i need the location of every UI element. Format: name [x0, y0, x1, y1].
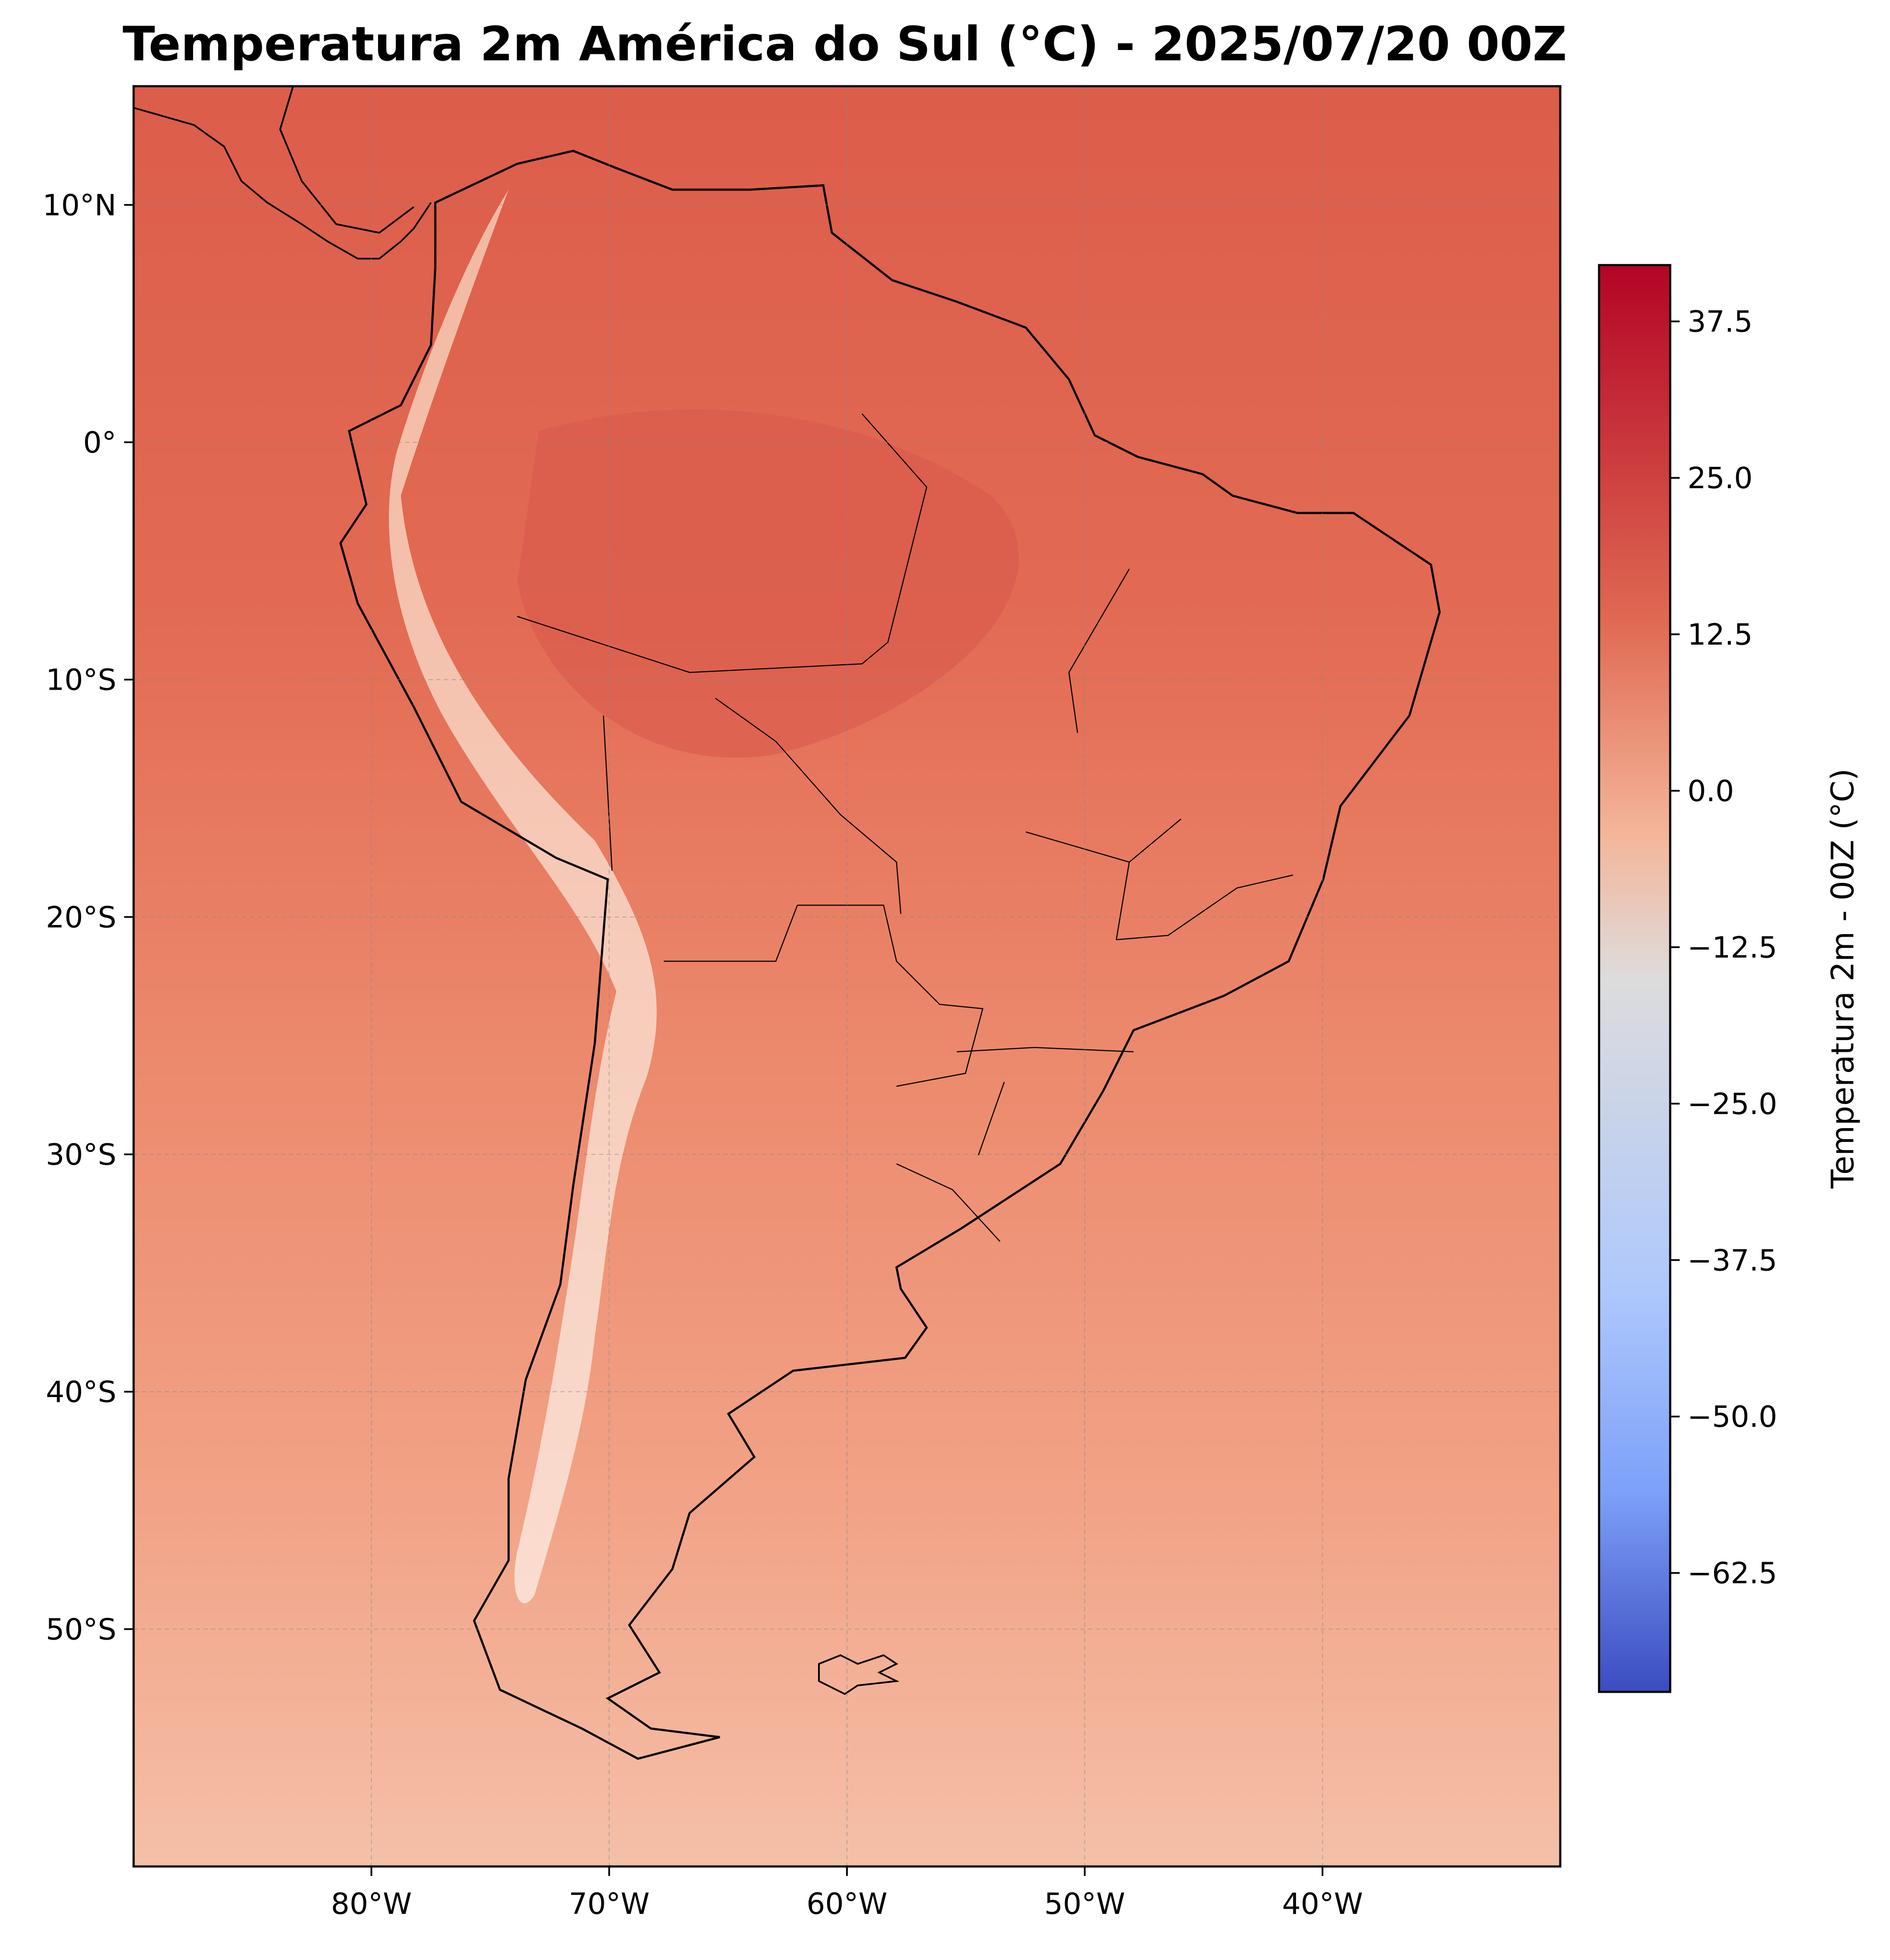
amazon-warm-region	[517, 410, 1019, 758]
colorbar-tick-label: 37.5	[1687, 305, 1753, 339]
colorbar-tick-label: −50.0	[1687, 1400, 1777, 1434]
colorbar-tick-label: 12.5	[1687, 618, 1753, 652]
lon-tick-label: 70°W	[569, 1887, 650, 1921]
falkland-islands	[818, 1654, 900, 1695]
lon-tick-label: 50°W	[1044, 1887, 1125, 1921]
colorbar-tick-label: −62.5	[1687, 1557, 1777, 1591]
country-borders	[517, 413, 1293, 1242]
lat-tick-label: 10°S	[46, 663, 116, 697]
figure-title: Temperatura 2m América do Sul (°C) - 202…	[122, 16, 1567, 72]
colorbar-gradient	[1598, 264, 1671, 1693]
lat-tick-label: 0°	[83, 426, 116, 460]
colorbar: 37.5 25.0 12.5 0.0 −12.5 −25.0 −37.5 −50.0 −62.5…	[1598, 264, 1861, 1693]
colorbar-tick-label: 25.0	[1687, 462, 1753, 496]
lon-tick-label: 40°W	[1282, 1887, 1363, 1921]
colorbar-label: Temperatura 2m - 00Z (°C)	[1824, 769, 1861, 1189]
colorbar-ticks: 37.5 25.0 12.5 0.0 −12.5 −25.0 −37.5 −50.0 −62.5	[1670, 305, 1777, 1591]
south-america-coastline	[339, 150, 1441, 1760]
lat-tick-label: 10°N	[43, 188, 116, 222]
colorbar-tick-label: −37.5	[1687, 1244, 1777, 1278]
lon-tick-label: 60°W	[806, 1887, 887, 1921]
colorbar-tick-label: 0.0	[1687, 774, 1734, 808]
lat-tick-label: 50°S	[46, 1613, 116, 1647]
lat-tick-label: 30°S	[46, 1138, 116, 1172]
lon-tick-label: 80°W	[331, 1887, 412, 1921]
andes-cold-band	[389, 190, 657, 1604]
longitude-axis: 80°W 70°W 60°W 50°W 40°W	[331, 1866, 1363, 1921]
colorbar-tick-label: −25.0	[1687, 1087, 1777, 1121]
lat-tick-label: 40°S	[46, 1375, 116, 1410]
central-america-coastline	[134, 86, 432, 259]
map-panel	[134, 86, 1560, 1866]
lat-tick-label: 20°S	[46, 900, 116, 935]
gridlines	[134, 86, 1560, 1866]
latitude-axis: 10°N 0° 10°S 20°S 30°S 40°S 50°S	[43, 188, 134, 1647]
colorbar-tick-label: −12.5	[1687, 931, 1777, 965]
